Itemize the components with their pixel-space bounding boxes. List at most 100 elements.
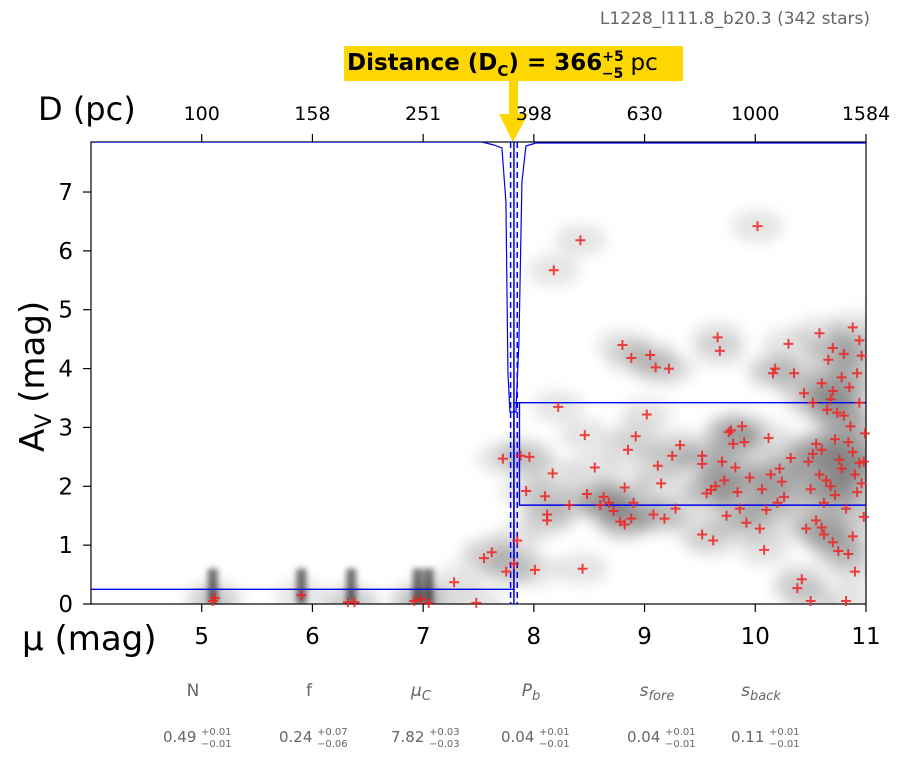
star-marker <box>854 397 865 408</box>
star-marker <box>792 583 803 594</box>
foreground-column <box>423 568 434 604</box>
y-tick-label: 5 <box>58 298 73 324</box>
star-marker <box>833 546 844 557</box>
star-marker <box>818 529 829 540</box>
star-marker <box>512 535 523 546</box>
star-marker <box>595 500 606 511</box>
star-marker <box>756 484 767 495</box>
star-marker <box>774 463 785 474</box>
star-marker <box>807 448 818 459</box>
star-marker <box>852 368 863 379</box>
star-marker <box>582 488 592 499</box>
star-marker <box>811 438 822 449</box>
x-axis-ticks: 5 6 7 8 9 10 11 <box>194 604 881 650</box>
star-marker <box>622 444 633 455</box>
star-marker <box>349 597 360 608</box>
star-marker <box>626 513 637 524</box>
star-marker <box>650 362 661 373</box>
parameter-value: 0.04 <box>627 728 660 746</box>
top-tick-label: 398 <box>516 103 552 125</box>
star-marker <box>619 482 630 493</box>
star-marker <box>827 342 838 353</box>
star-marker <box>814 328 825 339</box>
star-marker <box>765 469 776 480</box>
star-marker <box>849 469 860 480</box>
star-marker <box>575 235 586 246</box>
star-marker <box>521 486 532 497</box>
star-marker <box>409 596 420 607</box>
parameter-name: f <box>306 681 313 701</box>
star-marker <box>763 433 774 444</box>
parameter-lower-error: −0.01 <box>539 739 570 750</box>
y-axis-ticks: 0 1 2 3 4 5 6 7 <box>58 180 91 618</box>
star-marker <box>723 427 734 438</box>
star-marker <box>734 503 745 514</box>
x-tick-label: 5 <box>194 624 209 650</box>
star-marker <box>832 407 843 418</box>
star-marker <box>814 469 825 480</box>
y-tick-label: 4 <box>58 357 73 383</box>
star-marker <box>577 563 588 574</box>
star-marker <box>539 491 550 502</box>
star-marker <box>838 410 849 421</box>
star-marker <box>834 454 845 465</box>
parameter-name: sfore <box>640 681 675 704</box>
star-marker <box>579 430 590 441</box>
star-marker <box>449 577 460 588</box>
star-marker <box>656 478 667 489</box>
star-marker <box>508 558 519 569</box>
star-marker <box>843 548 854 559</box>
top-tick-label: 1000 <box>731 103 779 125</box>
y-axis-label: AV (mag) <box>13 301 57 452</box>
star-marker <box>847 531 858 542</box>
y-tick-label: 0 <box>58 592 73 618</box>
star-marker <box>617 340 628 351</box>
star-marker <box>858 456 869 467</box>
star-marker <box>803 456 814 467</box>
density-background <box>186 210 866 604</box>
star-marker <box>741 517 752 528</box>
parameter-value: 7.82 <box>391 728 424 746</box>
parameter-value: 0.49 <box>163 728 196 746</box>
x-tick-label: 9 <box>637 624 652 650</box>
star-marker <box>830 434 840 445</box>
foreground-column <box>412 568 423 604</box>
star-marker <box>415 594 426 605</box>
star-marker <box>859 428 870 439</box>
star-marker <box>827 537 838 548</box>
star-marker <box>854 335 865 346</box>
star-marker <box>856 350 867 361</box>
star-marker <box>628 497 639 508</box>
star-marker <box>486 547 497 558</box>
model-lines <box>91 142 866 604</box>
parameter-lower-error: −0.01 <box>201 739 232 750</box>
star-marker <box>719 475 730 486</box>
top-tick-label: 1584 <box>842 103 890 125</box>
star-marker <box>838 348 849 359</box>
x-axis-label: μ (mag) <box>22 619 157 659</box>
parameter-upper-error: +0.07 <box>317 727 348 738</box>
x-tick-label: 11 <box>851 624 880 650</box>
star-markers <box>207 221 870 608</box>
star-marker <box>768 368 778 379</box>
star-marker <box>823 354 834 365</box>
density-blobs <box>186 210 866 604</box>
density-blob <box>831 357 866 390</box>
star-marker <box>779 491 790 502</box>
star-marker <box>822 404 833 415</box>
star-marker <box>732 487 743 498</box>
parameter-upper-error: +0.01 <box>769 727 800 738</box>
star-marker <box>423 597 434 608</box>
density-blob <box>450 586 503 604</box>
parameter-name: Pb <box>522 681 541 704</box>
parameter-value: 0.11 <box>731 728 764 746</box>
parameter-upper-error: +0.01 <box>201 727 232 738</box>
y-tick-label: 3 <box>58 415 73 441</box>
star-marker <box>547 468 558 479</box>
star-marker <box>598 491 609 502</box>
density-blob <box>820 585 866 604</box>
top-axis-label: D (pc) <box>38 90 136 128</box>
star-marker <box>847 322 858 333</box>
star-marker <box>553 401 564 412</box>
star-marker <box>471 597 482 608</box>
